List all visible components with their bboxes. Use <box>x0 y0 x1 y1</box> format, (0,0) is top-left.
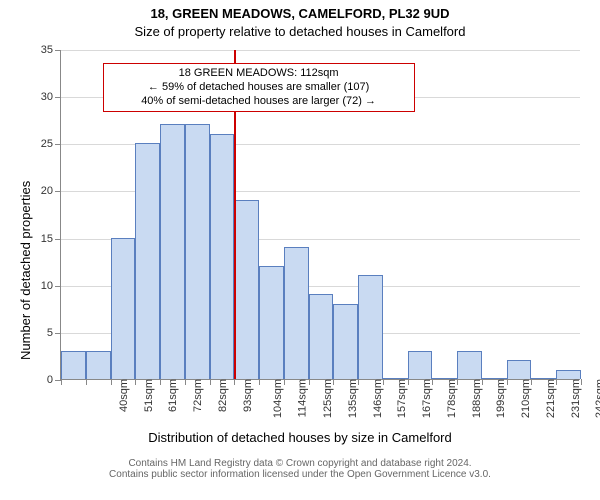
x-tick-label: 178sqm <box>440 379 458 418</box>
y-tick-label: 15 <box>41 233 61 245</box>
histogram-bar <box>309 294 334 379</box>
x-tick <box>482 379 483 385</box>
x-tick-label: 242sqm <box>588 379 600 418</box>
annotation-line: 40% of semi-detached houses are larger (… <box>108 95 410 109</box>
x-tick-label: 51sqm <box>137 379 155 412</box>
x-tick <box>333 379 334 385</box>
x-tick <box>507 379 508 385</box>
x-tick-label: 61sqm <box>161 379 179 412</box>
x-tick-label: 146sqm <box>366 379 384 418</box>
x-tick-label: 231sqm <box>564 379 582 418</box>
x-tick <box>581 379 582 385</box>
x-tick-label: 125sqm <box>316 379 334 418</box>
x-tick <box>185 379 186 385</box>
histogram-bar <box>160 124 185 379</box>
histogram-bar <box>531 378 556 379</box>
histogram-bar <box>383 378 408 379</box>
x-tick <box>457 379 458 385</box>
annotation-line: ← 59% of detached houses are smaller (10… <box>108 81 410 95</box>
x-tick-label: 167sqm <box>415 379 433 418</box>
x-tick <box>432 379 433 385</box>
histogram-bar <box>61 351 86 379</box>
x-tick-label: 93sqm <box>236 379 254 412</box>
histogram-bar <box>259 266 284 379</box>
y-tick-label: 35 <box>41 44 61 56</box>
x-tick-label: 221sqm <box>539 379 557 418</box>
y-tick-label: 25 <box>41 138 61 150</box>
histogram-bar <box>333 304 358 379</box>
histogram-bar <box>432 378 457 379</box>
x-tick <box>556 379 557 385</box>
histogram-bar <box>86 351 111 379</box>
footer-line2: Contains public sector information licen… <box>0 469 600 480</box>
histogram-bar <box>482 378 507 379</box>
x-tick-label: 210sqm <box>514 379 532 418</box>
histogram-bar <box>111 238 136 379</box>
x-tick-label: 157sqm <box>390 379 408 418</box>
y-tick-label: 0 <box>47 374 61 386</box>
x-tick-label: 72sqm <box>186 379 204 412</box>
x-axis-title: Distribution of detached houses by size … <box>0 430 600 445</box>
x-tick-label: 135sqm <box>341 379 359 418</box>
x-tick-label: 188sqm <box>465 379 483 418</box>
histogram-chart: 0510152025303540sqm51sqm61sqm72sqm82sqm9… <box>60 50 580 380</box>
x-tick <box>86 379 87 385</box>
histogram-bar <box>408 351 433 379</box>
x-tick <box>160 379 161 385</box>
x-tick <box>284 379 285 385</box>
histogram-bar <box>185 124 210 379</box>
footer-line1: Contains HM Land Registry data © Crown c… <box>0 458 600 469</box>
page-title: 18, GREEN MEADOWS, CAMELFORD, PL32 9UD <box>0 6 600 21</box>
grid-line <box>61 50 580 51</box>
x-tick-label: 114sqm <box>291 379 309 417</box>
x-tick <box>531 379 532 385</box>
x-tick-label: 82sqm <box>211 379 229 412</box>
y-tick-label: 5 <box>47 327 61 339</box>
histogram-bar <box>556 370 581 379</box>
histogram-bar <box>507 360 532 379</box>
x-tick-label: 40sqm <box>112 379 130 412</box>
x-tick <box>309 379 310 385</box>
annotation-box: 18 GREEN MEADOWS: 112sqm← 59% of detache… <box>103 63 415 112</box>
x-tick <box>61 379 62 385</box>
x-tick <box>234 379 235 385</box>
x-tick <box>210 379 211 385</box>
x-tick-label: 199sqm <box>489 379 507 418</box>
x-tick <box>111 379 112 385</box>
histogram-bar <box>135 143 160 379</box>
annotation-line: 18 GREEN MEADOWS: 112sqm <box>108 67 410 81</box>
histogram-bar <box>284 247 309 379</box>
y-tick-label: 10 <box>41 280 61 292</box>
histogram-bar <box>457 351 482 379</box>
footer: Contains HM Land Registry data © Crown c… <box>0 458 600 480</box>
histogram-bar <box>234 200 259 379</box>
histogram-bar <box>210 134 235 379</box>
y-axis-title: Number of detached properties <box>18 181 33 360</box>
x-tick <box>259 379 260 385</box>
x-tick <box>358 379 359 385</box>
x-tick <box>408 379 409 385</box>
page-subtitle: Size of property relative to detached ho… <box>0 24 600 39</box>
y-tick-label: 20 <box>41 185 61 197</box>
x-tick-label: 104sqm <box>267 379 285 418</box>
y-tick-label: 30 <box>41 91 61 103</box>
x-tick <box>383 379 384 385</box>
x-tick <box>135 379 136 385</box>
histogram-bar <box>358 275 383 379</box>
